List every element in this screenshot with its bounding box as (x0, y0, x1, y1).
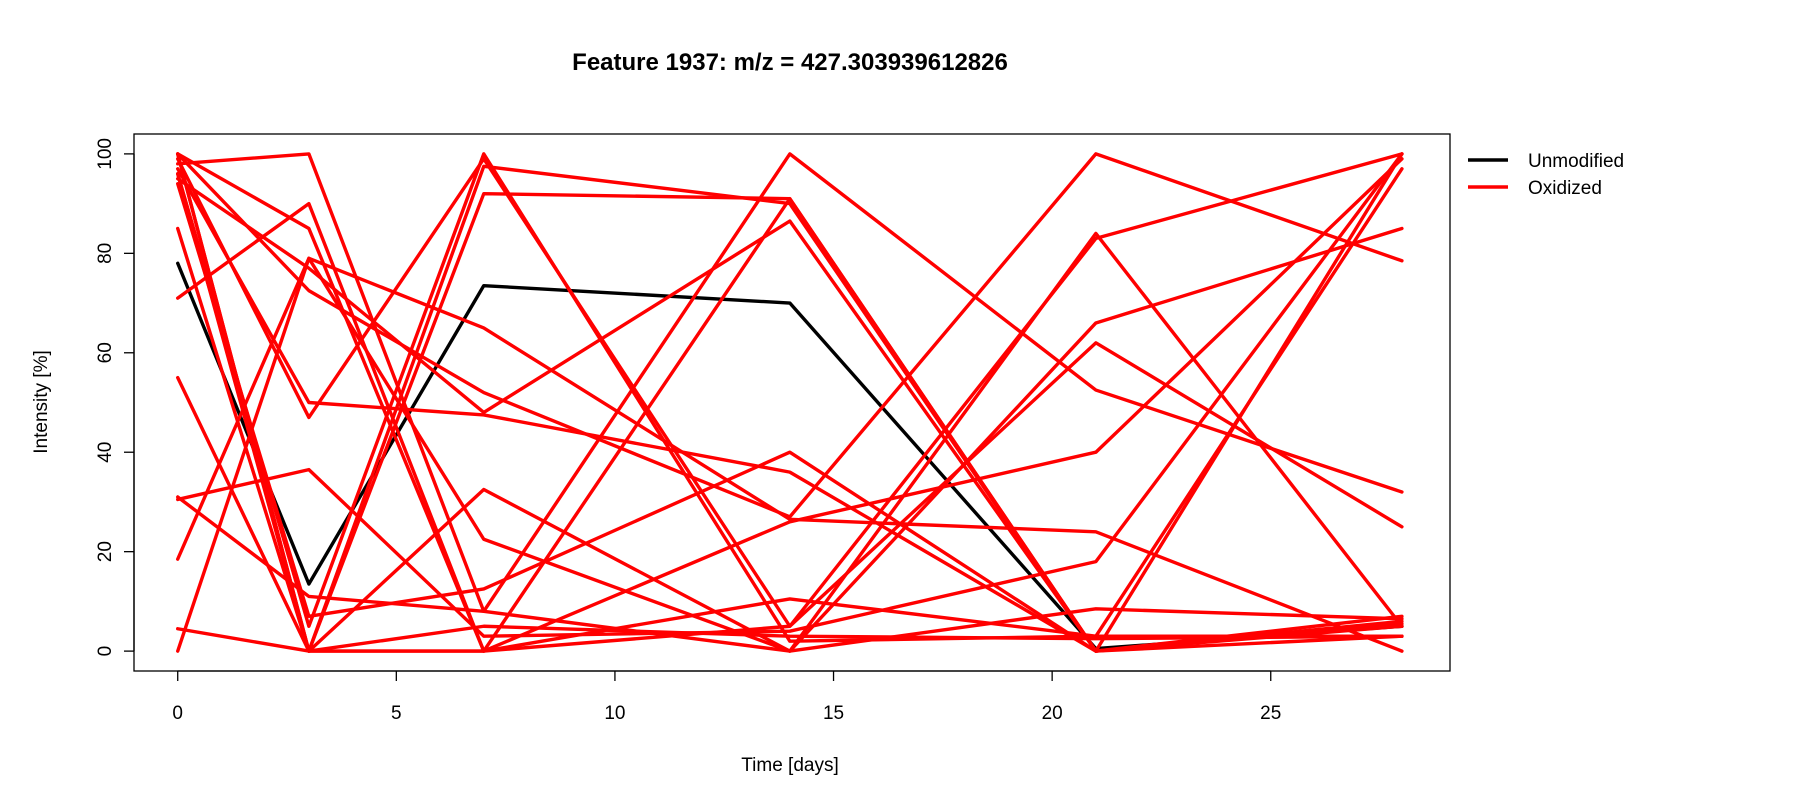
series-line-oxidized-12 (176, 177, 1404, 653)
x-tick-label-20: 20 (1042, 703, 1063, 724)
series-line-oxidized-2 (176, 152, 1404, 653)
series-line-oxidized-15 (176, 182, 1404, 653)
series-line-oxidized-3 (176, 152, 1404, 643)
y-axis: 0 20 40 60 80 100 (95, 138, 135, 657)
legend-label-oxidized: Oxidized (1528, 178, 1602, 199)
y-tick-label-40: 40 (95, 442, 116, 463)
x-tick-label-25: 25 (1260, 703, 1281, 724)
series-line-oxidized-16 (176, 256, 1404, 653)
y-axis-label: Intensity [%] (31, 350, 52, 454)
series-line-oxidized-9 (176, 152, 1404, 519)
x-axis-label: Time [days] (741, 755, 839, 776)
y-tick-label-60: 60 (95, 342, 116, 363)
series-layer (176, 152, 1404, 653)
chart-title: Feature 1937: m/z = 427.303939612826 (572, 49, 1008, 76)
y-tick-label-0: 0 (95, 646, 116, 657)
x-tick-label-5: 5 (391, 703, 402, 724)
series-line-oxidized-5 (176, 152, 1404, 614)
y-tick-label-80: 80 (95, 243, 116, 264)
legend: Unmodified Oxidized (1468, 151, 1624, 199)
x-axis: 0 5 10 15 20 25 (172, 670, 1281, 724)
series-line-oxidized-17 (176, 157, 1404, 653)
x-tick-label-15: 15 (823, 703, 844, 724)
series-line-oxidized-19 (176, 152, 1404, 653)
series-line-oxidized-10 (176, 157, 1404, 628)
x-tick-label-10: 10 (604, 703, 625, 724)
series-line-oxidized-13 (176, 152, 1404, 653)
series-line-oxidized-8 (176, 256, 1404, 653)
legend-label-unmodified: Unmodified (1528, 151, 1624, 172)
y-tick-label-20: 20 (95, 541, 116, 562)
series-line-oxidized-6 (176, 152, 1404, 653)
y-tick-label-100: 100 (95, 138, 116, 170)
x-tick-label-0: 0 (172, 703, 183, 724)
series-line-oxidized-14 (176, 152, 1404, 638)
series-line-oxidized-1 (176, 152, 1404, 653)
series-line-oxidized-7 (176, 191, 1404, 653)
